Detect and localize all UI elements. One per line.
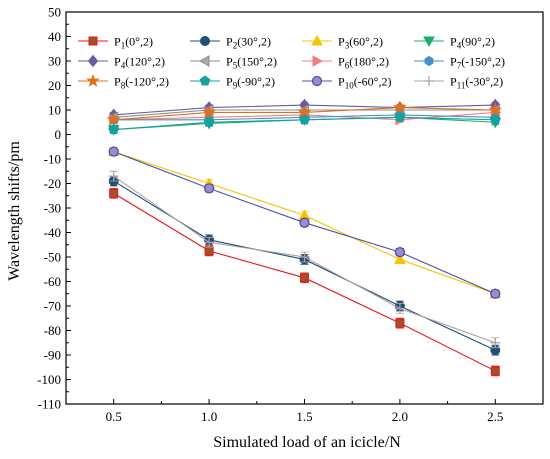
y-tick-label: 20 [48, 78, 61, 93]
y-tick-label: -20 [44, 176, 61, 191]
data-point [394, 246, 406, 258]
legend-label: P5(150°,2) [226, 55, 277, 71]
series-line [113, 180, 496, 351]
series-9 [106, 100, 503, 126]
data-point [489, 114, 501, 125]
legend-entry-4: P4(90°,2) [414, 35, 495, 51]
legend-marker [311, 34, 323, 46]
legend-entry-1: P1(0°,2) [78, 35, 153, 51]
data-point [203, 183, 215, 194]
y-tick-label: -30 [44, 201, 61, 216]
data-point [395, 318, 405, 328]
legend-marker [88, 36, 98, 46]
data-point [299, 252, 310, 262]
legend-entry-10: P9(-90°,2) [190, 75, 275, 91]
data-point [490, 366, 500, 376]
x-tick-label: 0.5 [106, 409, 122, 424]
data-point [394, 253, 406, 264]
data-point [204, 237, 215, 248]
data-point [109, 188, 119, 198]
y-tick-label: -60 [44, 274, 61, 289]
y-axis-title: Wavelength shifts/pm [6, 141, 23, 281]
y-tick-label: 10 [48, 103, 61, 118]
series-2 [108, 175, 501, 356]
x-tick-label: 2.0 [392, 409, 408, 424]
legend-entry-8: P7(-150°,2) [414, 55, 505, 71]
data-point [108, 146, 119, 157]
x-tick-label: 1.0 [201, 409, 217, 424]
x-tick-label: 2.5 [487, 409, 503, 424]
legend-marker [423, 36, 435, 48]
legend-marker [424, 55, 434, 67]
y-tick-label: -40 [44, 225, 61, 240]
data-point [490, 288, 501, 299]
legend-entry-9: P8(-120°,2) [78, 73, 169, 91]
series-11 [108, 146, 501, 299]
legend: P1(0°,2) P2(30°,2) P3(60°,2) P4(90°,2) P4(12… [78, 35, 505, 91]
series-12 [108, 170, 501, 349]
legend-marker [198, 55, 210, 67]
data-point [490, 337, 501, 348]
y-tick-label: 0 [55, 127, 62, 142]
legend-entry-12: P11(-30°,2) [414, 75, 503, 91]
axis-layer: 50 40 30 20 10 0 -10 -20 -30 -40 -50 -60 -70 -80 -90 -1… [37, 5, 503, 425]
y-tick-label: 40 [48, 29, 61, 44]
x-axis-title: Simulated load of an icicle/N [213, 434, 401, 451]
legend-label: P4(120°,2) [114, 55, 165, 71]
data-point [202, 105, 216, 119]
data-point [394, 111, 406, 122]
data-point [394, 303, 405, 314]
series-10 [108, 111, 501, 135]
y-tick-label: -50 [44, 250, 61, 265]
legend-marker [87, 54, 99, 68]
y-tick-label: -70 [44, 299, 61, 314]
series-layer [106, 98, 503, 377]
legend-entry-11: P10(-60°,2) [302, 75, 391, 91]
data-point [108, 123, 120, 135]
legend-label: P8(-120°,2) [114, 75, 169, 91]
legend-entry-3: P3(60°,2) [302, 35, 383, 51]
data-point [393, 100, 407, 114]
legend-marker [312, 55, 324, 67]
x-tick-label: 1.5 [296, 409, 312, 424]
y-tick-label: 50 [48, 5, 61, 20]
legend-label: P7(-150°,2) [450, 55, 505, 71]
y-tick-label: -90 [44, 348, 61, 363]
legend-entry-7: P6(180°,2) [302, 55, 389, 71]
y-tick-label: -80 [44, 323, 61, 338]
legend-label: P1(0°,2) [114, 35, 153, 51]
data-point [488, 102, 503, 116]
data-point [299, 217, 310, 228]
legend-marker [199, 75, 211, 86]
y-tick-label: -10 [44, 152, 61, 167]
legend-marker [311, 75, 323, 87]
data-point [299, 114, 310, 125]
data-point [106, 112, 121, 126]
legend-marker [424, 76, 434, 86]
data-point [108, 171, 119, 182]
legend-label: P6(180°,2) [338, 55, 389, 71]
y-tick-label: -100 [37, 372, 61, 387]
legend-label: P4(90°,2) [450, 35, 495, 51]
legend-label: P9(-90°,2) [226, 75, 275, 91]
legend-label: P11(-30°,2) [450, 75, 503, 91]
legend-marker [86, 73, 100, 87]
y-tick-label: 30 [48, 54, 61, 69]
data-point [203, 116, 215, 127]
legend-marker [200, 36, 210, 46]
legend-entry-2: P2(30°,2) [190, 35, 271, 51]
legend-label: P10(-60°,2) [338, 75, 391, 91]
data-point [300, 273, 309, 283]
legend-label: P3(60°,2) [338, 35, 383, 51]
legend-entry-6: P5(150°,2) [190, 55, 277, 71]
legend-label: P2(30°,2) [226, 35, 271, 51]
y-tick-label: -110 [38, 397, 61, 412]
data-point [204, 246, 214, 256]
legend-entry-5: P4(120°,2) [78, 55, 165, 71]
